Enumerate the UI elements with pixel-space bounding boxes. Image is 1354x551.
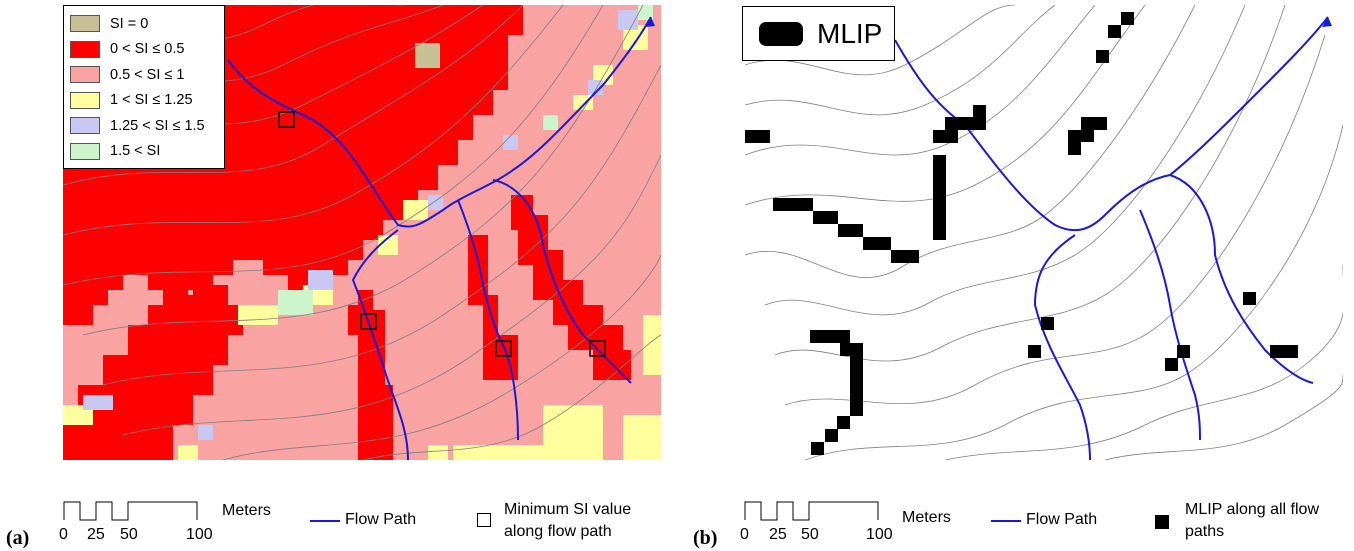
flow-arrow-icon [645, 17, 655, 27]
legend-item: 1.25 < SI ≤ 1.5 [70, 113, 218, 139]
scale-tick-100: 100 [866, 526, 893, 543]
mlip-map [745, 5, 1343, 460]
scale-bar-b [744, 501, 879, 521]
scale-bar-a [63, 501, 198, 521]
si-blue-cells [83, 10, 638, 440]
legend-item: 0.5 < SI ≤ 1 [70, 62, 218, 88]
si-green-cells [278, 5, 653, 315]
flow-path-legend-label: Flow Path [345, 511, 417, 528]
mlip-cells [745, 12, 1298, 455]
mlip-legend-label-1: MLIP along all flow [1185, 501, 1319, 518]
mlip-legend-label: MLIP [817, 17, 883, 49]
scale-tick-100: 100 [186, 526, 213, 543]
contour-lines [745, 5, 1343, 460]
si-yellow-cells [63, 25, 661, 460]
flow-path-legend-line [991, 520, 1021, 522]
mlip-legend: MLIP [742, 6, 895, 61]
flow-path-legend-line [310, 520, 340, 522]
scale-tick-50: 50 [801, 526, 819, 543]
legend-item: SI = 0 [70, 11, 218, 37]
flow-paths [227, 16, 652, 460]
scale-tick-50: 50 [120, 526, 138, 543]
scale-unit: Meters [222, 502, 271, 519]
si-zero-cell [415, 43, 440, 68]
si-legend: SI = 0 0 < SI ≤ 0.5 0.5 < SI ≤ 1 1 < SI … [63, 5, 225, 169]
scale-tick-0: 0 [59, 526, 68, 543]
legend-swatch [70, 40, 100, 58]
min-si-markers [278, 111, 606, 357]
scale-tick-0: 0 [740, 526, 749, 543]
mlip-swatch [759, 21, 803, 46]
legend-swatch [70, 15, 100, 33]
legend-item: 1 < SI ≤ 1.25 [70, 88, 218, 114]
mlip-legend-label-2: paths [1185, 523, 1225, 540]
legend-swatch [70, 66, 100, 84]
mlip-legend-swatch [1155, 515, 1169, 529]
legend-swatch [70, 117, 100, 135]
flow-path-legend-label: Flow Path [1026, 511, 1098, 528]
legend-swatch [70, 142, 100, 160]
min-si-legend-swatch [477, 513, 491, 527]
flow-arrow-icon [1322, 17, 1332, 27]
min-si-legend-label-1: Minimum SI value [504, 501, 632, 518]
scale-tick-25: 25 [769, 526, 787, 543]
panel-label-a: (a) [6, 527, 30, 549]
panel-label-b: (b) [693, 527, 718, 549]
min-si-legend-label-2: along flow path [504, 523, 612, 540]
legend-item: 1.5 < SI [70, 139, 218, 165]
legend-item: 0 < SI ≤ 0.5 [70, 37, 218, 63]
si-map [63, 5, 661, 460]
legend-swatch [70, 91, 100, 109]
scale-unit: Meters [902, 509, 951, 526]
scale-tick-25: 25 [87, 526, 105, 543]
